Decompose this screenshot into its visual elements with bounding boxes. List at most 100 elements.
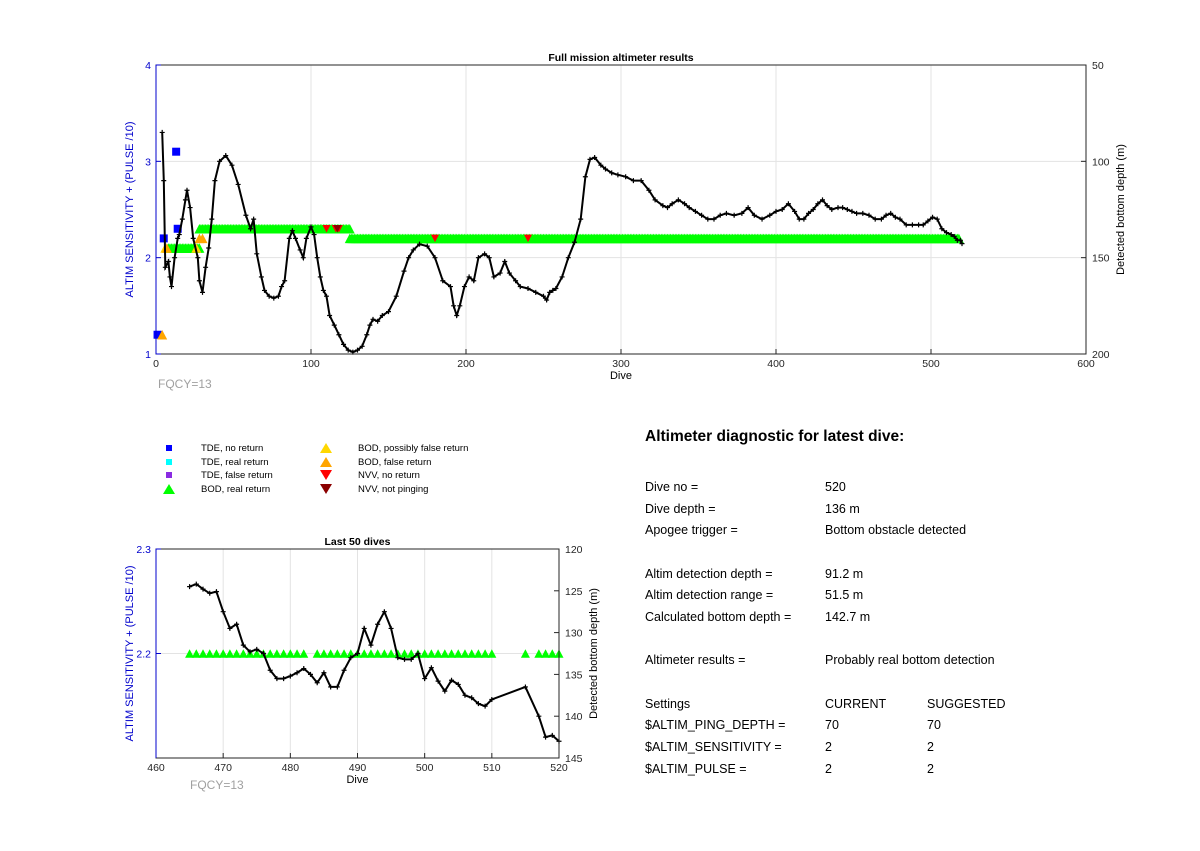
results-value: Probably real bottom detection: [825, 653, 995, 668]
depth-point: [293, 235, 298, 241]
depth-point: [711, 216, 717, 222]
depth-point: [235, 181, 241, 187]
setting-name: $ALTIM_PING_DEPTH =: [645, 718, 786, 733]
y2-tick-label: 140: [565, 711, 583, 723]
depth-point: [303, 235, 309, 241]
bod-marker: [420, 649, 430, 658]
bod-marker: [433, 649, 443, 658]
x-tick-label: 500: [416, 762, 434, 774]
depth-point: [381, 609, 387, 615]
depth-point: [165, 259, 171, 265]
tde-marker: [159, 234, 168, 243]
depth-point: [638, 178, 644, 184]
diagnostic-title: Altimeter diagnostic for latest dive:: [645, 428, 905, 445]
depth-point: [815, 201, 821, 207]
depth-point: [536, 713, 542, 719]
depth-point: [167, 274, 173, 280]
depth-point: [522, 684, 528, 690]
y2-tick-label: 145: [565, 753, 583, 765]
bod-marker: [473, 649, 483, 658]
depth-point: [213, 589, 219, 595]
calc-bottom-row: Calculated bottom depth = 142.7 m: [645, 606, 1185, 628]
depth-point: [368, 642, 374, 648]
depth-point: [461, 284, 467, 290]
depth-point: [187, 205, 193, 211]
depth-point: [207, 590, 213, 596]
y2-axis-label: Detected bottom depth (m): [1115, 144, 1127, 275]
depth-point: [287, 673, 293, 679]
depth-point: [849, 208, 855, 214]
setting-row: $ALTIM_PING_DEPTH = 70 70: [645, 715, 1185, 737]
depth-point: [375, 621, 381, 627]
depth-point: [196, 278, 202, 284]
depth-point: [341, 341, 347, 347]
bod-marker: [400, 649, 410, 658]
depth-point: [686, 205, 692, 211]
y-tick-label: 1: [145, 349, 151, 361]
depth-point: [417, 241, 422, 247]
depth-point: [810, 207, 816, 212]
nvv-marker: [322, 224, 331, 233]
depth-point: [475, 255, 481, 261]
depth-point: [223, 153, 229, 159]
depth-point: [317, 274, 323, 280]
apogee-row: Apogee trigger = Bottom obstacle detecte…: [645, 519, 1185, 541]
y2-tick-label: 135: [565, 669, 583, 681]
settings-label: Settings: [645, 696, 691, 711]
depth-point: [920, 222, 926, 228]
depth-point: [543, 734, 549, 740]
y-tick-label: 2.3: [136, 544, 151, 556]
depth-point: [364, 332, 370, 338]
depth-point: [209, 216, 215, 222]
depth-point: [675, 197, 681, 203]
x-axis-label: Dive: [346, 774, 368, 786]
depth-point: [375, 318, 381, 324]
bod-marker: [480, 649, 490, 658]
y2-tick-label: 125: [565, 586, 583, 598]
depth-point: [308, 224, 314, 230]
dive-no-value: 520: [825, 479, 846, 494]
dive-depth-value: 136 m: [825, 501, 860, 516]
y2-tick-label: 120: [565, 544, 583, 556]
bod-marker: [157, 329, 168, 340]
x-tick-label: 480: [282, 762, 300, 774]
altim-range-label: Altim detection range =: [645, 588, 774, 603]
depth-point: [348, 655, 354, 661]
depth-point: [274, 676, 280, 682]
depth-point: [175, 235, 181, 241]
bod-marker: [319, 649, 329, 658]
depth-point: [759, 216, 765, 222]
depth-point: [705, 216, 711, 222]
y2-tick-label: 200: [1092, 349, 1110, 361]
depth-point: [286, 235, 292, 241]
x-tick-label: 0: [153, 358, 159, 370]
depth-point: [307, 671, 313, 677]
depth-point: [486, 255, 492, 261]
depth-point: [646, 187, 652, 193]
depth-point: [572, 239, 577, 245]
depth-point: [773, 208, 779, 214]
bod-marker: [205, 649, 215, 658]
depth-point: [311, 232, 317, 238]
depth-point: [386, 309, 391, 315]
depth-point: [328, 684, 334, 690]
depth-point: [297, 247, 303, 253]
depth-point: [506, 270, 512, 276]
x-tick-label: 100: [302, 358, 320, 370]
chart-title: Last 50 dives: [325, 536, 391, 548]
depth-point: [440, 278, 446, 284]
setting-name: $ALTIM_SENSITIVITY =: [645, 740, 782, 755]
apogee-value: Bottom obstacle detected: [825, 523, 967, 538]
depth-trace: [161, 132, 963, 354]
bod-marker: [238, 649, 248, 658]
depth-point: [792, 208, 798, 214]
depth-point: [502, 259, 508, 265]
depth-point: [300, 255, 306, 261]
current-header: CURRENT: [825, 696, 887, 711]
depth-point: [497, 270, 503, 276]
legend-label: BOD, real return: [201, 484, 271, 495]
depth-point: [959, 241, 965, 247]
bod-marker: [265, 649, 275, 658]
blue-square-icon: [166, 445, 172, 451]
apogee-label: Apogee trigger =: [645, 523, 738, 538]
